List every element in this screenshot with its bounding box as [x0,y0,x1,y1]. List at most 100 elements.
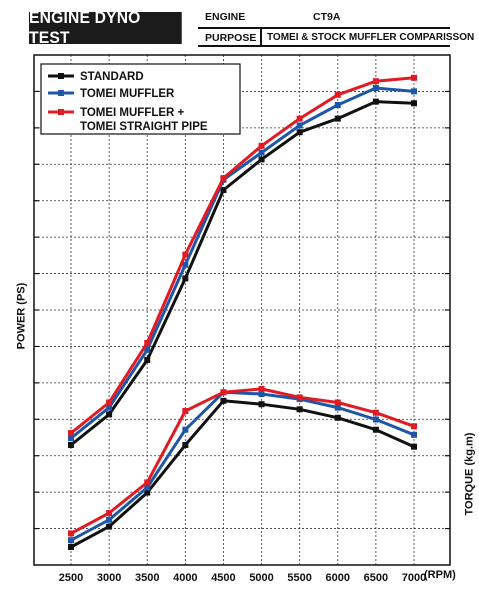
torque-point [258,385,265,392]
torque-point [334,414,341,421]
legend-entry: STANDARD [48,71,144,83]
legend-entry: TOMEI MUFFLER [48,88,175,100]
legend-label: STANDARD [80,71,144,83]
power-point [258,142,265,149]
power-point [372,78,379,85]
x-tick-label: 6500 [364,572,388,584]
power-point [220,175,227,182]
torque-point [411,423,417,430]
power-point [334,115,341,122]
torque-point [372,416,379,423]
torque-point [68,537,74,544]
grid-layer [34,55,450,565]
torque-point [106,516,113,523]
torque-series-standard [68,397,417,550]
purpose-label: PURPOSE [205,32,257,44]
x-axis-label: (RPM) [424,569,456,581]
torque-point [334,404,341,411]
power-point [372,98,379,105]
power-point [411,74,417,81]
legend-swatch-marker [58,90,64,96]
x-tick-labels: 2500 3000 3500 4000 4500 5000 5500 6000 6500 7000 [59,572,426,584]
power-point [144,346,151,353]
power-point [106,411,113,418]
power-point [182,261,189,268]
power-point [68,435,74,442]
power-point [296,129,303,136]
torque-point [296,406,303,413]
power-point [411,88,417,95]
legend-swatch-marker [58,73,64,79]
legend-label: TOMEI MUFFLER + TOMEI STRAIGHT PIPE [80,107,208,133]
torque-point [411,443,417,450]
torque-point [144,484,151,491]
x-tick-label: 6000 [326,572,350,584]
torque-point [296,394,303,401]
x-tick-label: 7000 [402,572,426,584]
power-point [144,340,151,346]
power-point [220,187,227,193]
plot-frame [33,54,451,566]
x-tick-label: 4000 [173,572,197,584]
power-point [182,251,189,258]
power-point [334,102,341,108]
torque-point [411,431,417,438]
series-layer [68,74,417,550]
power-point [68,442,74,448]
torque-line [70,399,415,549]
power-point [372,85,379,91]
torque-series-tomei-muffler [68,389,417,544]
header-separator [260,29,262,45]
torque-point [144,489,151,496]
torque-point [182,426,189,433]
chart-title: ENGINE DYNO TEST [29,8,141,47]
power-point [258,149,265,156]
torque-point [144,479,151,486]
torque-point [220,397,227,404]
x-tick-label: 4500 [211,572,235,584]
torque-point [182,408,189,414]
x-tick-label: 2500 [59,572,83,584]
power-point [68,430,74,437]
power-point [144,357,151,363]
power-line [70,86,415,440]
power-point [334,91,341,98]
y-axis-left-label: POWER (PS) [15,282,28,350]
power-point [296,122,303,129]
torque-point [220,389,227,396]
power-series-standard [68,98,417,448]
torque-point [106,523,113,530]
y-axis-right-label: TORQUE (kg.m) [463,432,476,516]
header-divider [198,27,450,29]
torque-point [182,442,189,448]
torque-point [372,426,379,433]
torque-point [334,399,341,406]
engine-label: ENGINE [205,11,246,23]
power-point [106,399,113,406]
x-tick-label: 3500 [135,572,159,584]
torque-point [106,510,113,516]
x-tick-label: 3000 [97,572,121,584]
power-line [70,100,415,447]
torque-series-tomei-muffler-tomei-straight-pipe [68,385,417,537]
power-line [70,76,415,435]
legend-label: TOMEI MUFFLER [80,88,175,100]
purpose-value: TOMEI & STOCK MUFFLER COMPARISSON [267,32,475,43]
power-point [411,100,417,107]
engine-value: CT9A [313,11,341,23]
torque-line [70,387,415,535]
x-tick-label: 5000 [249,572,273,584]
legend: STANDARD TOMEI MUFFLER TOMEI MUFFLER + TOME… [40,63,241,135]
power-point [106,404,113,411]
torque-point [68,544,74,550]
legend-entry: TOMEI MUFFLER + TOMEI STRAIGHT PIPE [48,107,208,133]
chart-title-block: ENGINE DYNO TEST [29,8,182,47]
power-point [258,156,265,163]
legend-swatch-marker [58,109,64,115]
x-tick-label: 5500 [287,572,311,584]
power-point [296,115,303,122]
torque-point [258,391,265,397]
power-series-tomei-muffler-tomei-straight-pipe [68,74,417,437]
